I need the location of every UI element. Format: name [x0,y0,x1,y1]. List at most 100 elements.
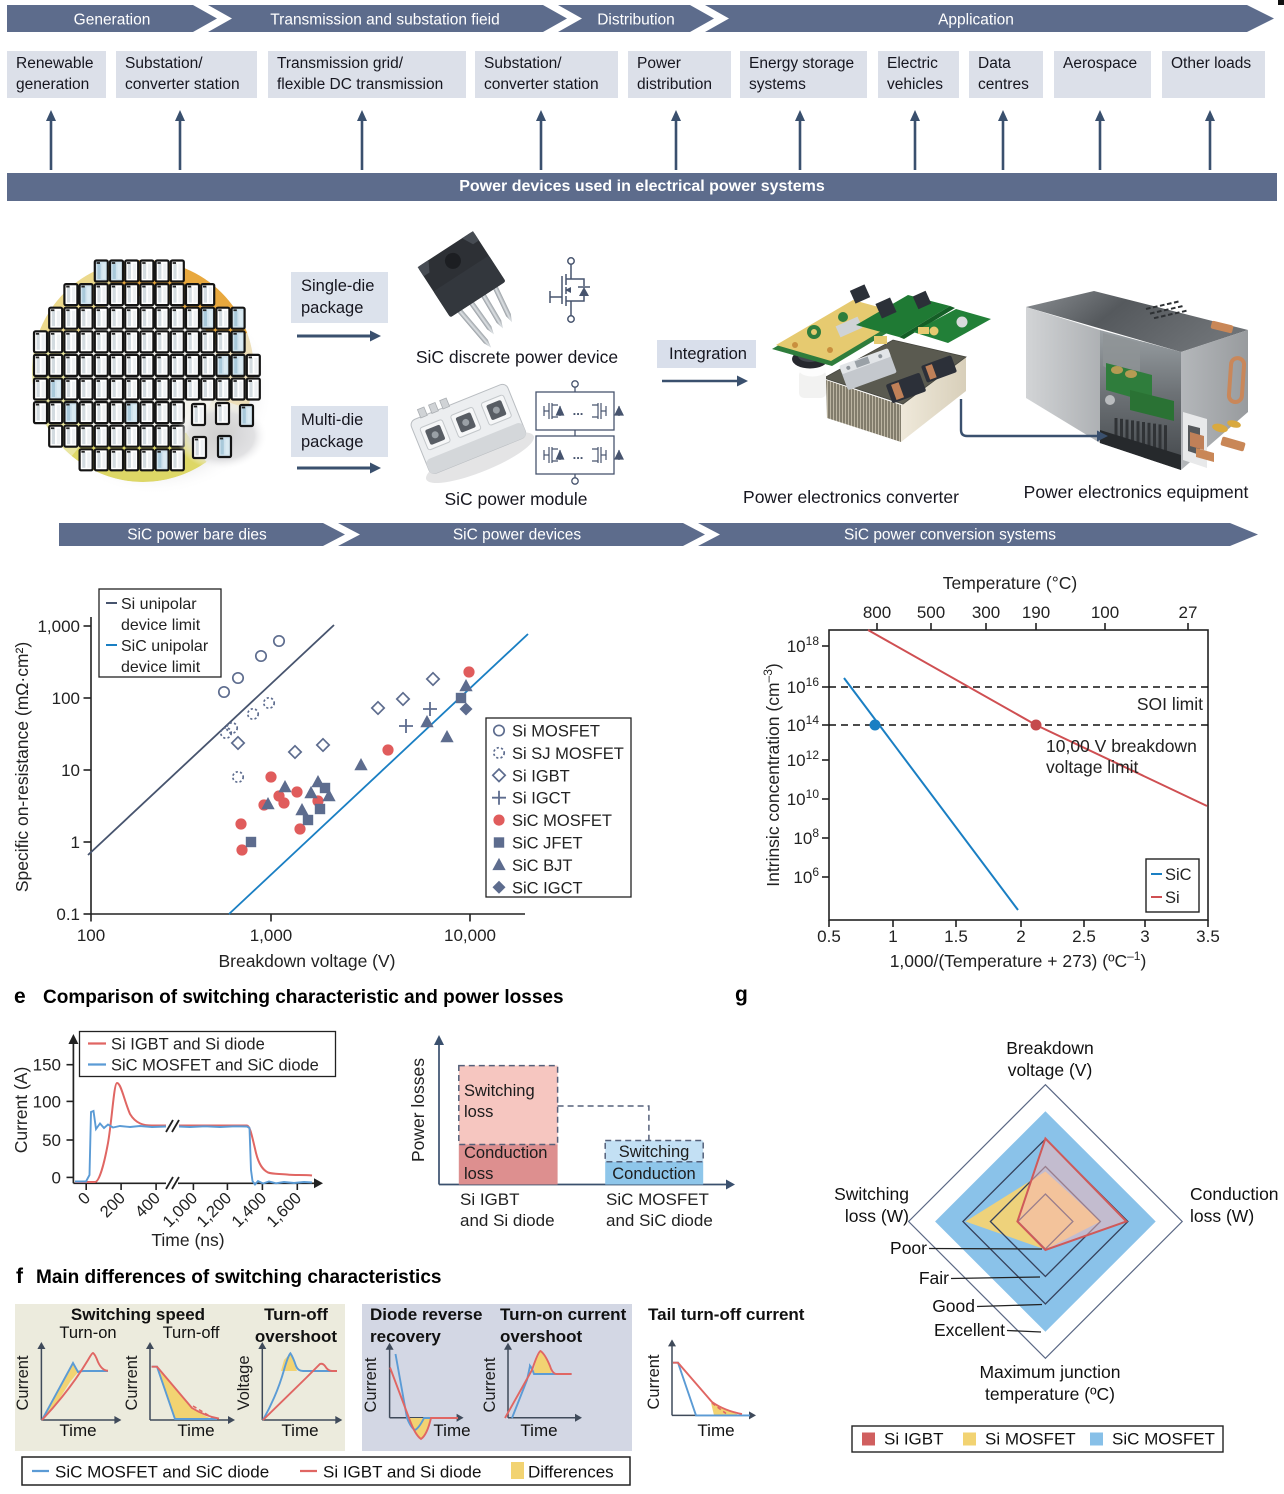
svg-text:800: 800 [863,603,891,622]
svg-text:SiC unipolar: SiC unipolar [121,638,209,655]
svg-text:voltage limit: voltage limit [1046,757,1139,777]
svg-text:300: 300 [972,603,1000,622]
svg-text:Excellent: Excellent [934,1320,1005,1340]
svg-text:Transmission and substation fi: Transmission and substation fieid [270,12,499,29]
svg-text:voltage (V): voltage (V) [1008,1060,1093,1080]
svg-text:SiC JFET: SiC JFET [512,835,583,853]
svg-text:2: 2 [1016,927,1025,946]
svg-text:Time (ns): Time (ns) [151,1230,224,1250]
svg-text:Current: Current [481,1357,499,1412]
svg-text:Si IGBT: Si IGBT [512,767,570,785]
svg-text:0.5: 0.5 [817,927,841,946]
svg-text:0: 0 [52,1168,61,1187]
svg-text:Time: Time [281,1421,318,1440]
svg-text:27: 27 [1179,603,1198,622]
svg-text:...: ... [573,447,584,462]
svg-text:Diode reverse: Diode reverse [370,1305,482,1324]
svg-text:and Si diode: and Si diode [460,1211,555,1230]
svg-text:SOI limit: SOI limit [1137,694,1203,714]
svg-text:Current: Current [645,1354,663,1409]
svg-text:loss: loss [464,1165,493,1183]
svg-text:Current: Current [14,1355,32,1410]
svg-text:Si IGBT: Si IGBT [884,1430,944,1449]
svg-text:1,000: 1,000 [37,617,80,636]
svg-text:100: 100 [77,926,105,945]
svg-text:Switching: Switching [464,1082,535,1100]
svg-text:Tail turn-off current: Tail turn-off current [648,1305,805,1324]
svg-text:Distribution: Distribution [597,12,675,29]
svg-text:Turn-on current: Turn-on current [500,1305,627,1324]
svg-text:Si IGBT and Si diode: Si IGBT and Si diode [111,1036,265,1054]
svg-text:SiC MOSFET and SiC diode: SiC MOSFET and SiC diode [111,1057,319,1075]
svg-text:10,000: 10,000 [444,926,496,945]
svg-text:500: 500 [917,603,945,622]
svg-text:3.5: 3.5 [1196,927,1220,946]
svg-text:190: 190 [1022,603,1050,622]
svg-text:SiC power conversion systems: SiC power conversion systems [844,527,1056,544]
svg-text:Time: Time [59,1421,96,1440]
svg-text:Si MOSFET: Si MOSFET [512,723,600,741]
svg-text:Intrinsic concentration (cm–3): Intrinsic concentration (cm–3) [761,663,783,886]
svg-text:Generation: Generation [74,12,151,29]
svg-text:1018: 1018 [787,634,820,656]
svg-text:and SiC diode: and SiC diode [606,1211,713,1230]
svg-text:loss (W): loss (W) [1190,1206,1254,1226]
svg-text:temperature (ºC): temperature (ºC) [985,1384,1115,1404]
svg-text:overshoot: overshoot [255,1327,338,1346]
svg-text:Time: Time [697,1421,734,1440]
svg-text:SiC MOSFET and SiC diode: SiC MOSFET and SiC diode [55,1463,269,1482]
svg-text:0.1: 0.1 [56,905,80,924]
svg-text:1014: 1014 [787,713,820,735]
svg-text:Breakdown voltage (V): Breakdown voltage (V) [218,951,395,971]
svg-text:Good: Good [932,1296,975,1316]
svg-text:SiC MOSFET: SiC MOSFET [1112,1430,1215,1449]
svg-text:1: 1 [71,833,80,852]
svg-text:Conduction: Conduction [464,1144,547,1162]
svg-text:Time: Time [177,1421,214,1440]
svg-text:recovery: recovery [370,1327,441,1346]
svg-text:100: 100 [1091,603,1119,622]
svg-text:Maximum junction: Maximum junction [979,1362,1120,1382]
svg-text:2.5: 2.5 [1072,927,1096,946]
svg-text:SiC BJT: SiC BJT [512,857,573,875]
svg-text:Time: Time [520,1421,557,1440]
svg-text:1016: 1016 [787,675,820,697]
svg-text:Power losses: Power losses [408,1058,428,1162]
svg-text:SiC: SiC [1165,866,1192,884]
svg-text:Si IGCT: Si IGCT [512,790,571,808]
svg-text:Turn-off: Turn-off [264,1305,328,1324]
svg-text:100: 100 [33,1092,61,1111]
svg-text:Turn-off: Turn-off [163,1324,220,1342]
svg-text:Si MOSFET: Si MOSFET [985,1430,1076,1449]
svg-text:Turn-on: Turn-on [59,1324,116,1342]
svg-text:Si IGBT: Si IGBT [460,1190,520,1209]
svg-text:3: 3 [1140,927,1149,946]
svg-text:SiC power devices: SiC power devices [453,527,582,544]
svg-text:Si SJ MOSFET: Si SJ MOSFET [512,745,624,763]
svg-text:SiC MOSFET: SiC MOSFET [512,812,612,830]
svg-text:Temperature (°C): Temperature (°C) [943,573,1077,593]
svg-text:Time: Time [433,1421,470,1440]
svg-text:Si unipolar: Si unipolar [121,596,197,613]
svg-text:Fair: Fair [919,1268,949,1288]
svg-text:Switching: Switching [619,1143,690,1161]
svg-text:Si IGBT and Si diode: Si IGBT and Si diode [323,1463,481,1482]
svg-text:Conduction: Conduction [1190,1184,1279,1204]
svg-text:Differences: Differences [528,1463,614,1482]
svg-text:device limit: device limit [121,617,201,634]
svg-text:1010: 1010 [787,787,820,809]
svg-text:overshoot: overshoot [500,1327,583,1346]
svg-text:1012: 1012 [787,748,820,770]
svg-text:Current (A): Current (A) [11,1067,31,1154]
svg-text:...: ... [573,403,584,418]
svg-text:SiC power bare dies: SiC power bare dies [127,527,267,544]
svg-text:Si: Si [1165,889,1180,907]
svg-text:SiC IGCT: SiC IGCT [512,879,583,897]
svg-text:device limit: device limit [121,659,201,676]
svg-text:loss: loss [464,1103,493,1121]
svg-text:Current: Current [362,1357,380,1412]
svg-text:108: 108 [793,826,819,848]
svg-text:Poor: Poor [890,1238,927,1258]
svg-text:106: 106 [793,865,819,887]
svg-text:Switching speed: Switching speed [71,1305,205,1324]
